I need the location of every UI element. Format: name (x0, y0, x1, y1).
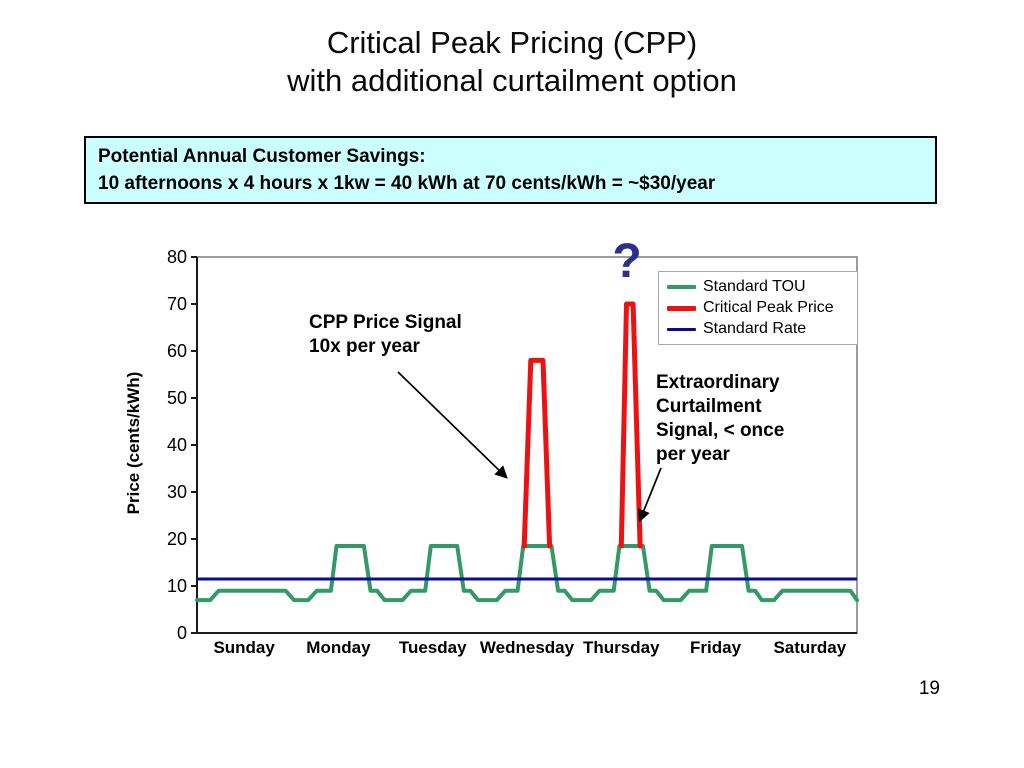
savings-calculation: 10 afternoons x 4 hours x 1kw = 40 kWh a… (98, 173, 716, 194)
y-tick-label-60: 60 (166, 341, 187, 361)
question-mark-annotation: ? (612, 235, 642, 288)
x-axis-label-tuesday: Tuesday (398, 638, 467, 657)
legend-line-sample (667, 305, 696, 311)
legend-item-critical-peak-price: Critical Peak Price (667, 299, 849, 317)
curtailment-signal-annotation: Extraordinary Curtailment Signal, < once… (656, 372, 785, 465)
cpp-signal-annotation: CPP Price Signal 10x per year (309, 312, 462, 357)
savings-callout-box: Potential Annual Customer Savings: 10 af… (84, 136, 937, 204)
page-number: 19 (918, 678, 940, 699)
x-axis-label-thursday: Thursday (583, 638, 660, 657)
series-standard-tou (195, 544, 859, 603)
legend-line-sample (667, 327, 696, 331)
chart-legend: Standard TOU Critical Peak Price Standard … (658, 271, 858, 345)
legend-item-standard-tou: Standard TOU (667, 278, 849, 296)
series-critical-peak-spike (521, 357, 553, 549)
y-tick-label-0: 0 (176, 623, 187, 643)
curtailment-annotation-arrow (637, 467, 662, 523)
y-tick-label-50: 50 (166, 388, 187, 408)
y-tick-label-80: 80 (166, 247, 187, 267)
x-axis-label-friday: Friday (690, 638, 742, 657)
x-axis-label-monday: Monday (306, 638, 371, 657)
legend-label: Standard TOU (703, 278, 806, 295)
y-tick-label-70: 70 (166, 294, 187, 314)
x-axis-label-wednesday: Wednesday (479, 638, 575, 657)
page-title: Critical Peak Pricing (CPP) with additio… (0, 24, 1024, 100)
series-critical-peak-spike (618, 301, 643, 549)
legend-item-standard-rate: Standard Rate (667, 320, 849, 338)
page-title-line2: with additional curtailment option (287, 63, 737, 98)
legend-label: Critical Peak Price (703, 299, 834, 316)
y-tick-label-20: 20 (166, 529, 187, 549)
page-title-line1: Critical Peak Pricing (CPP) (326, 25, 698, 60)
cpp-annotation-arrow (397, 371, 508, 479)
y-tick-label-30: 30 (166, 482, 187, 502)
y-tick-label-40: 40 (166, 435, 187, 455)
legend-label: Standard Rate (703, 320, 807, 337)
savings-heading: Potential Annual Customer Savings: (98, 146, 426, 167)
y-tick-label-10: 10 (166, 576, 187, 596)
x-axis-label-sunday: Sunday (213, 638, 275, 657)
x-axis-label-saturday: Saturday (773, 638, 847, 657)
legend-line-sample (667, 285, 696, 289)
